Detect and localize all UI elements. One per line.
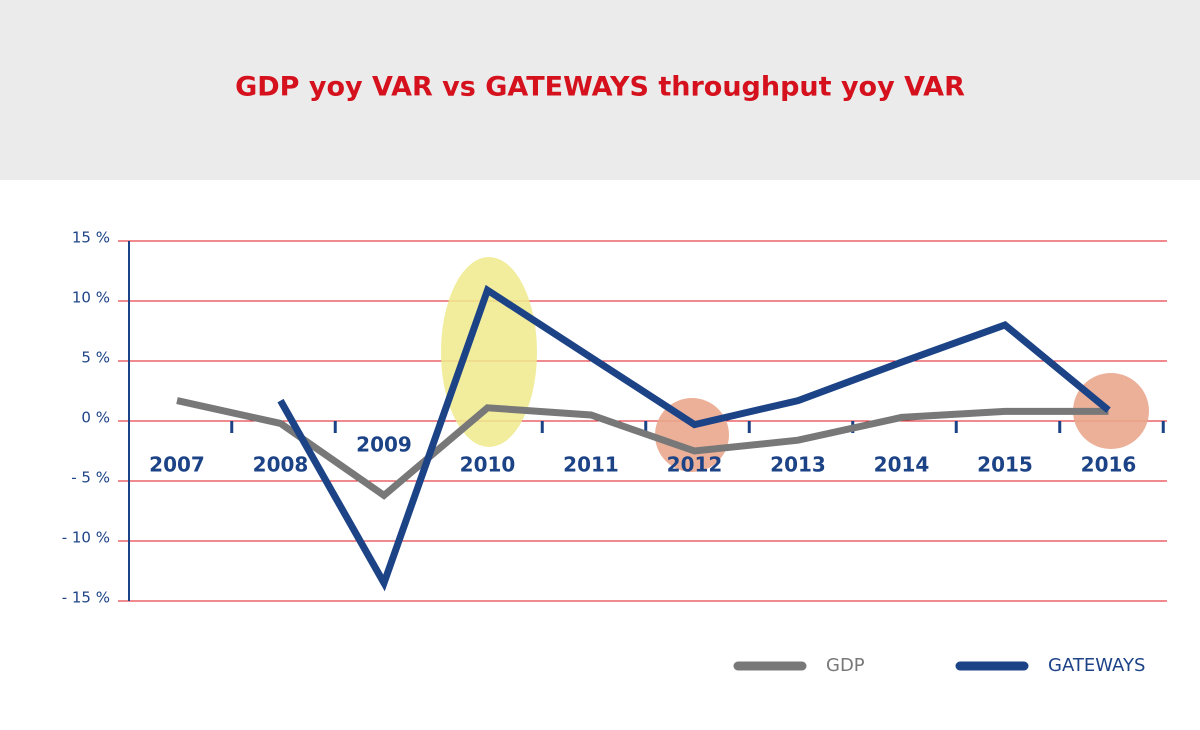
x-tick-label: 2009 xyxy=(356,433,412,457)
highlight xyxy=(441,257,537,447)
highlight xyxy=(655,398,729,472)
y-tick-label: - 15 % xyxy=(62,589,110,607)
chart-title: GDP yoy VAR vs GATEWAYS throughput yoy V… xyxy=(235,72,965,103)
y-tick-label: 0 % xyxy=(81,409,110,427)
y-tick-label: - 10 % xyxy=(62,529,110,547)
series-line xyxy=(176,397,1109,500)
legend-label: GDP xyxy=(826,655,865,676)
y-tick-label: 15 % xyxy=(72,229,110,247)
x-tick-label: 2011 xyxy=(563,453,619,477)
y-tick-label: 5 % xyxy=(81,349,110,367)
x-tick-label: 2016 xyxy=(1081,453,1137,477)
legend-label: GATEWAYS xyxy=(1048,655,1145,676)
x-tick-label: 2014 xyxy=(874,453,930,477)
y-tick-label: 10 % xyxy=(72,289,110,307)
series-line xyxy=(277,284,1111,592)
x-tick-label: 2008 xyxy=(253,453,309,477)
x-tick-label: 2012 xyxy=(667,453,723,477)
x-tick-label: 2015 xyxy=(977,453,1033,477)
x-tick-label: 2013 xyxy=(770,453,826,477)
x-tick-label: 2007 xyxy=(149,453,205,477)
y-tick-label: - 5 % xyxy=(71,469,110,487)
highlight xyxy=(1073,373,1149,449)
header-band xyxy=(0,0,1200,180)
x-tick-label: 2010 xyxy=(460,453,516,477)
